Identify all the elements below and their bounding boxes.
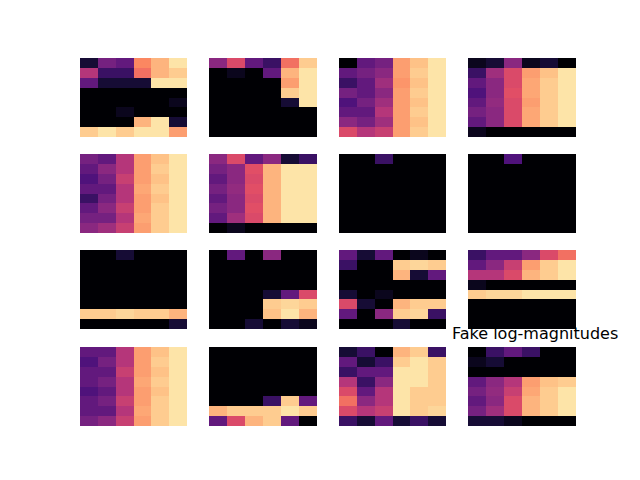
svg-text:Fake log-magnitudes: Fake log-magnitudes <box>452 324 618 343</box>
